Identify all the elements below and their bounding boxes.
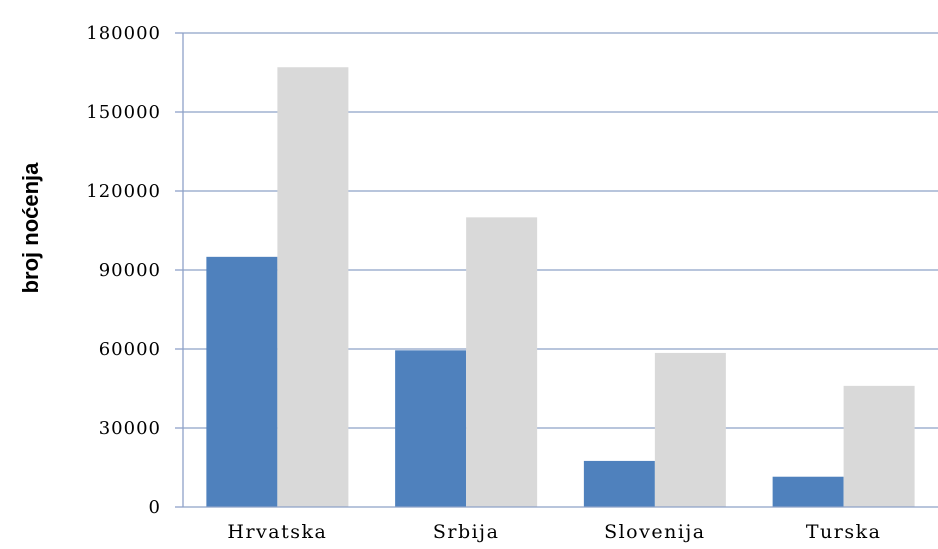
bar-turska-series2 (843, 385, 915, 507)
bar-slovenija-series1 (583, 460, 655, 507)
bars (206, 67, 915, 508)
y-tick-labels: 0 30000 60000 90000 120000 150000 180000 (86, 23, 161, 518)
y-axis-title: broj noćenja (18, 162, 43, 294)
bar-srbija-series2 (466, 217, 538, 508)
x-tick-label: Hrvatska (227, 521, 327, 543)
y-tick-label: 120000 (86, 181, 161, 202)
bar-turska-series1 (772, 476, 844, 507)
y-tick-label: 180000 (86, 23, 161, 44)
bar-hrvatska-series1 (206, 256, 278, 507)
x-tick-label: Slovenija (604, 521, 706, 543)
x-tick-label: Srbija (433, 521, 500, 543)
bar-slovenija-series2 (654, 352, 726, 507)
y-tick-label: 150000 (86, 102, 161, 123)
x-tick-label: Turska (806, 521, 882, 543)
y-tick-label: 30000 (99, 418, 161, 439)
y-tick-label: 90000 (99, 260, 161, 281)
bar-hrvatska-series2 (277, 67, 349, 507)
y-tick-label: 0 (149, 497, 161, 518)
y-tick-label: 60000 (99, 339, 161, 360)
bar-srbija-series1 (395, 350, 467, 507)
category-labels: Hrvatska Srbija Slovenija Turska (227, 521, 882, 543)
axes (175, 32, 938, 508)
